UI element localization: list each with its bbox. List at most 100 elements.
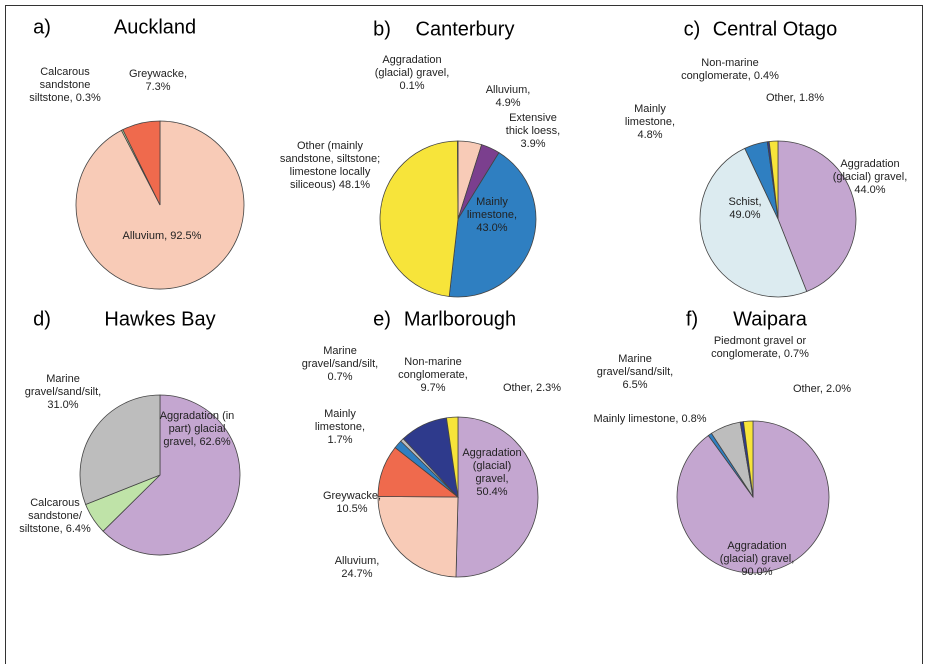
slice-value: 6.4%	[65, 523, 91, 535]
slice-label: Aggradation (glacial) gravel, 90.0%	[717, 540, 797, 579]
slice-name: Aggradation (glacial) gravel,	[719, 540, 795, 565]
slice-value: 10.5%	[336, 503, 368, 515]
slice-label: Greywacke, 7.3%	[123, 68, 193, 94]
pie-slice	[379, 140, 459, 297]
slice-name: Schist,	[728, 196, 762, 208]
slice-name: Marine gravel/sand/silt,	[301, 345, 379, 370]
pie-slice	[377, 496, 459, 578]
slice-label: Calcarous sandstone siltstone, 0.3%	[25, 66, 105, 105]
slice-value: 3.9%	[520, 138, 546, 150]
slice-label: Aggradation (glacial) gravel, 50.4%	[462, 447, 522, 499]
slice-value: 50.4%	[476, 486, 508, 498]
slice-name: Greywacke,	[128, 68, 188, 80]
slice-value: 6.5%	[622, 379, 648, 391]
slice-value: 9.7%	[420, 382, 446, 394]
slice-value: 2.3%	[535, 382, 562, 394]
slice-value: 0.7%	[783, 348, 809, 360]
slice-name: Aggradation (in part) glacial gravel,	[159, 410, 235, 448]
slice-label: Calcarous sandstone/ siltstone, 6.4%	[15, 497, 95, 536]
slice-name: Piedmont gravel or conglomerate,	[711, 335, 807, 360]
slice-label: Aggradation (glacial) gravel, 0.1%	[372, 54, 452, 93]
panel-label: d)	[33, 308, 51, 330]
slice-value: 49.0%	[729, 209, 761, 221]
slice-name: Alluvium,	[334, 555, 380, 567]
slice-label: Marine gravel/sand/silt, 6.5%	[595, 353, 675, 392]
slice-label: Mainly limestone, 4.8%	[620, 103, 680, 142]
pie-slice	[768, 140, 779, 220]
slice-name: Other,	[765, 92, 796, 104]
pie-slice	[455, 416, 539, 578]
slice-label: Mainly limestone, 1.7%	[310, 408, 370, 447]
slice-label: Aggradation (in part) glacial gravel, 62…	[157, 410, 237, 449]
chart-title: Auckland	[114, 16, 196, 38]
slice-value: 92.5%	[170, 230, 202, 242]
slice-value: 4.8%	[637, 129, 663, 141]
slice-name: Mainly limestone,	[593, 413, 679, 425]
slice-name: Alluvium,	[122, 230, 168, 242]
slice-name: Marine gravel/sand/silt,	[24, 373, 102, 398]
slice-value: 1.8%	[798, 92, 825, 104]
slice-label: Mainly limestone, 0.8%	[585, 413, 715, 426]
slice-name: Aggradation (glacial) gravel,	[832, 158, 908, 183]
slice-name: Non-marine conglomerate,	[681, 57, 759, 82]
slice-label: Other, 2.0%	[782, 383, 862, 396]
slice-label: Schist, 49.0%	[720, 196, 770, 222]
slice-name: Extensive thick loess,	[505, 112, 561, 137]
pie-slice	[699, 147, 808, 298]
slice-value: 2.0%	[825, 383, 852, 395]
slice-value: 1.7%	[327, 434, 353, 446]
slice-name: Aggradation (glacial) gravel,	[462, 447, 522, 485]
frame	[5, 5, 923, 664]
slice-value: 0.1%	[399, 80, 425, 92]
slice-label: Piedmont gravel or conglomerate, 0.7%	[705, 335, 815, 361]
panel-label: a)	[33, 16, 51, 38]
slice-value: 44.0%	[854, 184, 886, 196]
slice-value: 4.9%	[495, 97, 521, 109]
slice-label: Alluvium, 24.7%	[330, 555, 385, 581]
slice-value: 31.0%	[47, 399, 79, 411]
slice-label: Marine gravel/sand/silt, 31.0%	[18, 373, 108, 412]
chart-title: Waipara	[733, 308, 808, 330]
slice-value: 48.1%	[338, 179, 371, 191]
slice-label: Non-marine conglomerate, 9.7%	[388, 356, 478, 395]
slice-value: 90.0%	[741, 566, 773, 578]
slice-label: Other, 2.3%	[487, 382, 577, 395]
slice-value: 0.4%	[753, 70, 779, 82]
pie-slice	[102, 394, 241, 556]
slice-name: Mainly limestone,	[466, 196, 518, 221]
chart-title: Hawkes Bay	[104, 308, 215, 330]
slice-label: Non-marine conglomerate, 0.4%	[680, 57, 780, 83]
pie-slice	[448, 152, 537, 298]
slice-name: Other (mainly sandstone, siltstone; lime…	[279, 140, 381, 191]
slice-name: Alluvium,	[485, 84, 531, 96]
slice-name: Calcarous sandstone/ siltstone,	[19, 497, 82, 535]
chart-title: Marlborough	[404, 308, 516, 330]
slice-label: Extensive thick loess, 3.9%	[501, 112, 565, 151]
slice-label: Greywacke, 10.5%	[322, 490, 382, 516]
chart-title: Canterbury	[416, 18, 515, 40]
pie-slice	[122, 120, 161, 206]
slice-name: Calcarous sandstone siltstone,	[29, 66, 91, 104]
pie-slice	[79, 394, 161, 505]
panel-label: b)	[373, 18, 391, 40]
panel-label: c)	[684, 18, 701, 40]
pie-slice	[777, 140, 857, 293]
slice-label: Alluvium, 92.5%	[122, 230, 202, 243]
slice-value: 24.7%	[341, 568, 373, 580]
slice-value: 43.0%	[476, 222, 508, 234]
slice-value: 62.6%	[199, 436, 231, 448]
panel-label: f)	[686, 308, 698, 330]
slice-value: 0.7%	[327, 371, 353, 383]
slice-label: Marine gravel/sand/silt, 0.7%	[300, 345, 380, 384]
slice-name: Mainly limestone,	[624, 103, 676, 128]
pie-slice	[446, 416, 459, 498]
slice-name: Aggradation (glacial) gravel,	[374, 54, 450, 79]
slice-label: Other (mainly sandstone, siltstone; lime…	[275, 140, 385, 192]
slice-name: Mainly limestone,	[314, 408, 366, 433]
slice-value: 0.3%	[75, 92, 101, 104]
slice-name: Non-marine conglomerate,	[398, 356, 468, 381]
pie-slice	[743, 420, 754, 498]
slice-name: Other,	[792, 383, 823, 395]
